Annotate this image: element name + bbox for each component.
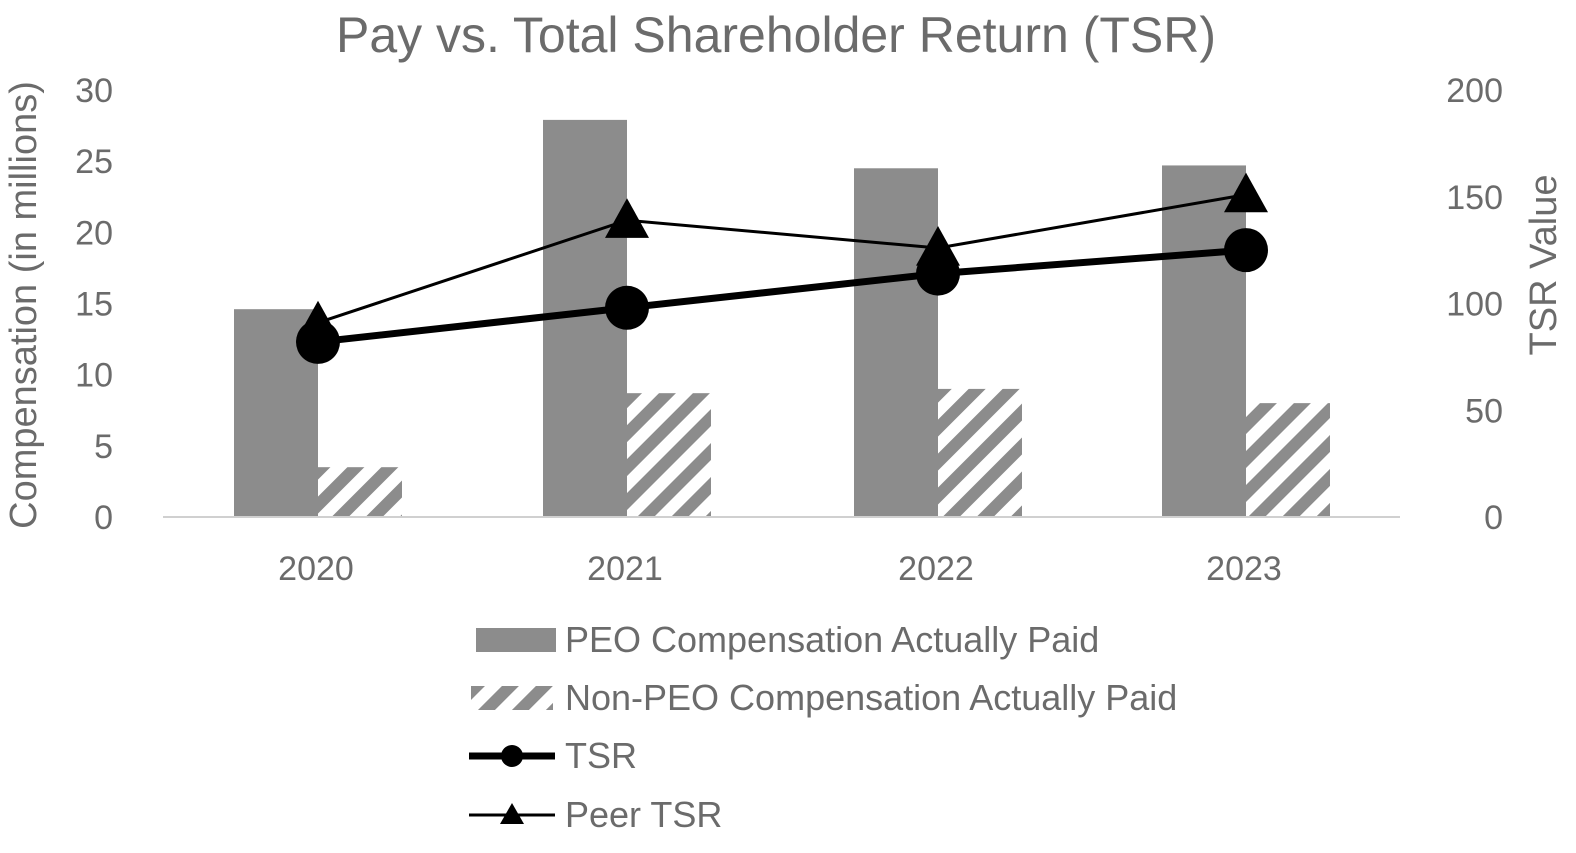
tsr-line bbox=[317, 246, 1247, 346]
legend-swatch-peer-marker bbox=[500, 803, 524, 824]
legend-swatch-peo bbox=[476, 628, 556, 652]
legend-label: Non-PEO Compensation Actually Paid bbox=[565, 677, 1177, 718]
left-tick-label: 25 bbox=[75, 143, 113, 181]
peer-tsr-marker bbox=[1224, 172, 1268, 213]
tsr-marker bbox=[1224, 228, 1268, 273]
x-tick-label: 2023 bbox=[1206, 550, 1282, 588]
left-axis-label: Compensation (in millions) bbox=[3, 81, 45, 529]
peer-tsr-marker bbox=[605, 198, 649, 238]
legend-label: PEO Compensation Actually Paid bbox=[565, 619, 1099, 660]
right-tick-label: 200 bbox=[1446, 72, 1503, 110]
legend-swatch-non-peo bbox=[471, 686, 553, 710]
peo-bar bbox=[1162, 165, 1246, 518]
non-peo-bar bbox=[627, 393, 711, 517]
left-tick-label: 30 bbox=[75, 72, 113, 110]
right-tick-label: 50 bbox=[1465, 392, 1503, 430]
right-axis-label: TSR Value bbox=[1523, 175, 1565, 356]
line-series bbox=[296, 172, 1268, 364]
non-peo-bar bbox=[318, 467, 402, 517]
legend-label: TSR bbox=[565, 735, 637, 776]
chart-title: Pay vs. Total Shareholder Return (TSR) bbox=[336, 7, 1216, 63]
tsr-marker bbox=[605, 285, 649, 330]
x-axis-ticks: 2020 2021 2022 2023 bbox=[278, 550, 1282, 588]
right-tick-label: 100 bbox=[1446, 286, 1503, 324]
right-axis-ticks: 0 50 100 150 200 bbox=[1446, 72, 1503, 537]
peer-tsr-line bbox=[317, 193, 1247, 325]
x-tick-label: 2021 bbox=[587, 550, 663, 588]
peo-bar bbox=[854, 168, 938, 518]
tsr-marker bbox=[296, 319, 340, 364]
right-tick-label: 150 bbox=[1446, 179, 1503, 217]
legend: PEO Compensation Actually Paid Non-PEO Co… bbox=[469, 619, 1177, 835]
left-axis-ticks: 0 5 10 15 20 25 30 bbox=[75, 72, 113, 537]
tsr-marker bbox=[916, 251, 960, 296]
left-tick-label: 0 bbox=[94, 499, 113, 537]
x-tick-label: 2022 bbox=[898, 550, 974, 588]
legend-swatch-tsr-marker bbox=[501, 745, 523, 767]
left-tick-label: 5 bbox=[94, 428, 113, 466]
left-tick-label: 20 bbox=[75, 214, 113, 252]
non-peo-bar bbox=[1246, 403, 1330, 517]
left-tick-label: 10 bbox=[75, 357, 113, 395]
bar-series bbox=[234, 119, 1330, 518]
right-tick-label: 0 bbox=[1484, 499, 1503, 537]
left-tick-label: 15 bbox=[75, 286, 113, 324]
x-tick-label: 2020 bbox=[278, 550, 354, 588]
non-peo-bar bbox=[938, 388, 1022, 517]
legend-label: Peer TSR bbox=[565, 794, 722, 835]
